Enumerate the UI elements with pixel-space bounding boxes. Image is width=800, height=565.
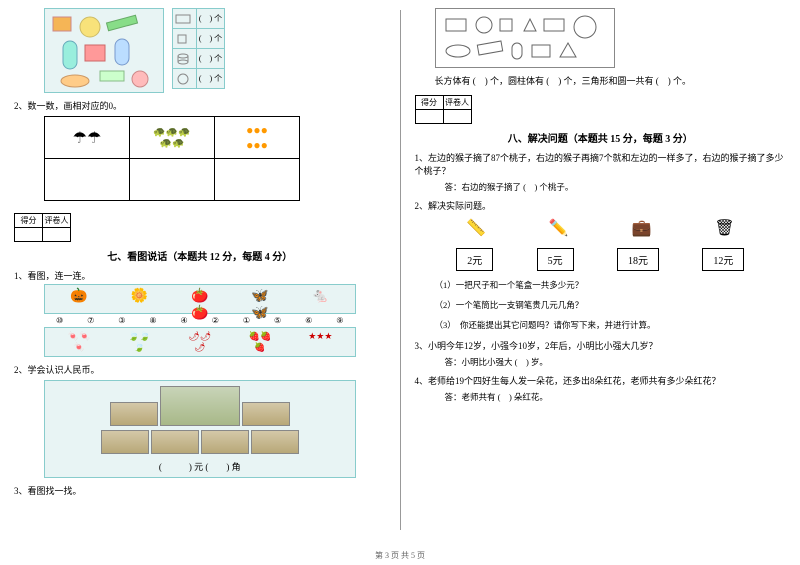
q8-2-3: （3） 你还能提出其它问题吗？请你写下来，并进行计算。 — [435, 319, 787, 331]
n9: ⑨ — [336, 316, 343, 325]
q2-text: 2、数一数，画相对应的0。 — [14, 99, 386, 112]
pic-row-2: 🍬🍬🍬 🍃🍃🍃 🌶🌶🌶 🍓🍓🍓 ★★★ — [44, 327, 356, 357]
score-box-7: 得分评卷人 — [14, 213, 71, 242]
shapes2-svg — [440, 13, 612, 65]
price-1: 2元 — [456, 248, 493, 271]
score-label: 得分 — [15, 214, 43, 228]
n7: ⑦ — [87, 316, 94, 325]
cube-icon — [173, 29, 197, 49]
umbrella-cell: ☂☂ — [45, 117, 130, 159]
money-box: ( ) 元 ( ) 角 — [44, 380, 356, 478]
money-label: ( ) 元 ( ) 角 — [49, 460, 351, 473]
price-3: 18元 — [617, 248, 659, 271]
score-box-8: 得分评卷人 — [415, 95, 472, 124]
sphere-icon — [173, 69, 197, 89]
n6: ⑥ — [305, 316, 312, 325]
ruler-icon: 📏 — [451, 218, 501, 242]
shapes2-box — [435, 8, 615, 68]
q7-2: 2、学会认识人民币。 — [14, 363, 386, 376]
price-2: 5元 — [537, 248, 574, 271]
q8-2-2: （2）一个笔筒比一支钢笔贵几元几角？ — [435, 299, 787, 311]
q8-4-ans: 答：老师共有 ( ) 朵红花。 — [445, 391, 787, 403]
page-footer: 第 3 页 共 5 页 — [0, 550, 800, 561]
section8-title: 八、解决问题（本题共 15 分，每题 3 分） — [415, 130, 787, 145]
star-icon: ★★★ — [306, 331, 334, 353]
pumpkin-icon: 🎃 — [65, 288, 93, 310]
shapes-row: ( ) 个 ( ) 个 ( ) 个 ( ) 个 — [14, 8, 386, 93]
n4: ④ — [181, 316, 188, 325]
items-row: 📏 ✏️ 💼 🗑 — [435, 218, 767, 242]
page-container: ( ) 个 ( ) 个 ( ) 个 ( ) 个 2、数一数，画相对应的0。 ☂☂… — [0, 0, 800, 540]
score-blank — [15, 228, 43, 242]
strawberry-icon: 🍓🍓🍓 — [246, 331, 274, 353]
score-blank-8 — [415, 110, 443, 124]
count-table: ☂☂ 🐢🐢🐢🐢🐢 ●●●●●● — [44, 116, 300, 201]
q8-3: 3、小明今年12岁，小强今10岁，2年后，小明比小强大几岁？ — [415, 339, 787, 352]
grader-blank — [43, 228, 71, 242]
q8-1-ans: 答：右边的猴子摘了 ( ) 个桃子。 — [445, 181, 787, 193]
q7-1: 1、看图，连一连。 — [14, 269, 386, 282]
tomato-icon: 🍅🍅 — [186, 288, 214, 310]
pen-icon: ✏️ — [534, 218, 584, 242]
pepper-icon: 🌶🌶🌶 — [186, 331, 214, 353]
leaf-icon: 🍃🍃🍃 — [125, 331, 153, 353]
n1: ① — [243, 316, 250, 325]
butterfly-icon: 🦋🦋 — [246, 288, 274, 310]
blank-1 — [45, 159, 130, 201]
section7-title: 七、看图说话（本题共 12 分，每题 4 分） — [14, 248, 386, 263]
bill-6 — [251, 430, 299, 454]
flower-icon: 🌼 — [125, 288, 153, 310]
right-column: 长方体有 ( ) 个，圆柱体有 ( ) 个，三角形和圆一共有 ( ) 个。 得分… — [401, 0, 800, 540]
penholder-icon: 🗑 — [700, 218, 750, 242]
cylinder-count: ( ) 个 — [197, 49, 225, 69]
price-4: 12元 — [702, 248, 744, 271]
n3: ③ — [118, 316, 125, 325]
grader-label-8: 评卷人 — [443, 96, 471, 110]
shapes-illustration — [44, 8, 164, 93]
shape-text: 长方体有 ( ) 个，圆柱体有 ( ) 个，三角形和圆一共有 ( ) 个。 — [435, 74, 787, 87]
turtle-cell: 🐢🐢🐢🐢🐢 — [130, 117, 215, 159]
bill-5 — [201, 430, 249, 454]
q8-1: 1、左边的猴子摘了87个桃子，右边的猴子再摘7个就和左边的一样多了，右边的猴子摘… — [415, 151, 787, 177]
pencilcase-icon: 💼 — [617, 218, 667, 242]
n10: ⑩ — [56, 316, 63, 325]
score-label-8: 得分 — [415, 96, 443, 110]
price-row: 2元 5元 18元 12元 — [435, 248, 767, 271]
blank-3 — [215, 159, 300, 201]
sphere-count: ( ) 个 — [197, 69, 225, 89]
n2: ② — [212, 316, 219, 325]
pic-row-1: 🎃 🌼 🍅🍅 🦋🦋 🐁 — [44, 284, 356, 314]
blank-2 — [130, 159, 215, 201]
mouse-icon: 🐁 — [306, 288, 334, 310]
grader-blank-8 — [443, 110, 471, 124]
bill-big — [160, 386, 240, 426]
q8-2: 2、解决实际问题。 — [415, 199, 787, 212]
q8-4: 4、老师给19个四好生每人发一朵花，还多出8朵红花，老师共有多少朵红花？ — [415, 374, 787, 387]
cylinder-icon — [173, 49, 197, 69]
shape-count-table: ( ) 个 ( ) 个 ( ) 个 ( ) 个 — [172, 8, 225, 89]
cube-count: ( ) 个 — [197, 29, 225, 49]
bill-1 — [110, 402, 158, 426]
n5: ⑤ — [274, 316, 281, 325]
bill-3 — [101, 430, 149, 454]
q8-3-ans: 答：小明比小强大 ( ) 岁。 — [445, 356, 787, 368]
q7-3: 3、看图找一找。 — [14, 484, 386, 497]
shapes-svg — [45, 9, 165, 94]
q8-2-1: （1）一把尺子和一个笔盒一共多少元？ — [435, 279, 787, 291]
cuboid-icon — [173, 9, 197, 29]
left-column: ( ) 个 ( ) 个 ( ) 个 ( ) 个 2、数一数，画相对应的0。 ☂☂… — [0, 0, 400, 540]
orange-cell: ●●●●●● — [215, 117, 300, 159]
n8: ⑧ — [149, 316, 156, 325]
candy-icon: 🍬🍬🍬 — [65, 331, 93, 353]
bill-2 — [242, 402, 290, 426]
cuboid-count: ( ) 个 — [197, 9, 225, 29]
grader-label: 评卷人 — [43, 214, 71, 228]
bill-4 — [151, 430, 199, 454]
